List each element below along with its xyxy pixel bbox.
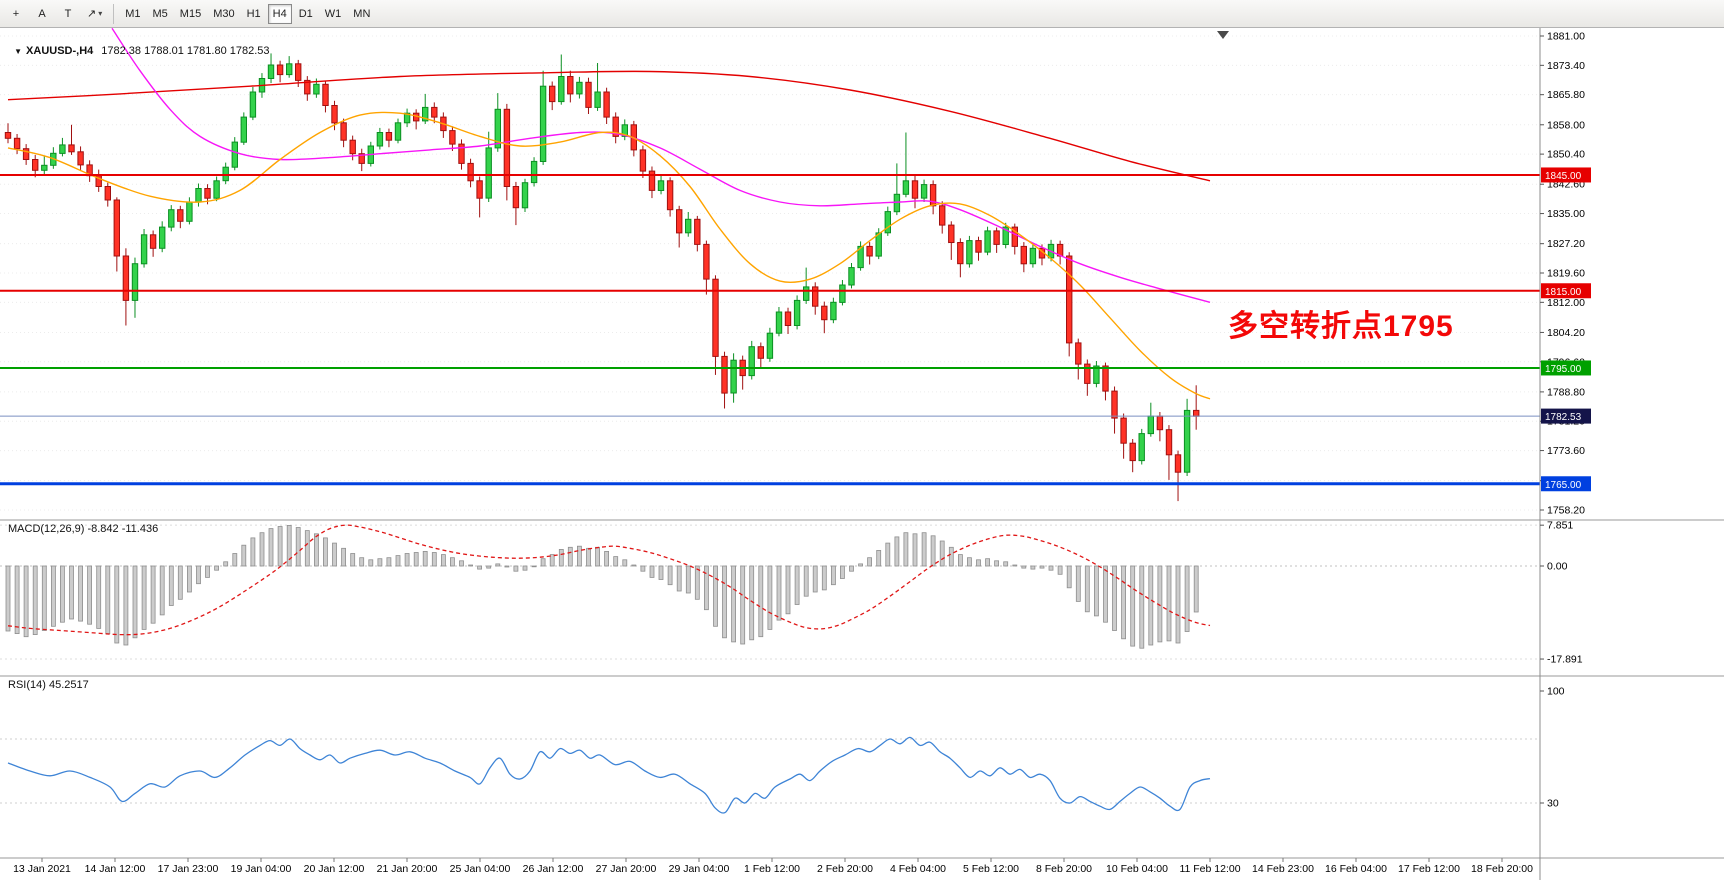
price-tick-label: 1812.00 bbox=[1547, 297, 1585, 309]
price-level-value-label: 1845.00 bbox=[1545, 171, 1582, 182]
timeframe-button-m1[interactable]: M1 bbox=[125, 7, 141, 20]
macd-histogram bbox=[5, 525, 1199, 649]
price-axis: 1881.001873.401865.801858.001850.401842.… bbox=[1540, 31, 1591, 517]
time-tick-label: 8 Feb 20:00 bbox=[1036, 863, 1092, 875]
time-tick-label: 13 Jan 2021 bbox=[13, 863, 71, 875]
rsi-indicator-label: RSI(14) 45.2517 bbox=[8, 679, 89, 691]
ohlc-values: 1782.38 1788.01 1781.80 1782.53 bbox=[101, 45, 270, 57]
ma-fast-orange bbox=[7, 111, 1211, 400]
price-level-value-label: 1795.00 bbox=[1545, 364, 1582, 375]
time-tick-label: 2 Feb 20:00 bbox=[817, 863, 873, 875]
time-tick-label: 1 Feb 12:00 bbox=[744, 863, 800, 875]
macd-signal-line bbox=[7, 524, 1211, 636]
rsi-tick-label: 30 bbox=[1547, 798, 1559, 810]
time-tick-label: 5 Feb 12:00 bbox=[963, 863, 1019, 875]
macd-indicator-label: MACD(12,26,9) -8.842 -11.436 bbox=[8, 523, 159, 535]
time-tick-label: 18 Feb 20:00 bbox=[1471, 863, 1533, 875]
crosshair-tool-button[interactable]: + bbox=[12, 7, 20, 20]
time-tick-label: 27 Jan 20:00 bbox=[596, 863, 657, 875]
symbol-dropdown-icon[interactable]: ▼ bbox=[14, 47, 23, 56]
price-tick-label: 1865.80 bbox=[1547, 89, 1585, 101]
time-tick-label: 16 Feb 04:00 bbox=[1325, 863, 1387, 875]
annotation-text: 多空转折点1795 bbox=[1228, 310, 1454, 343]
label-tool-button[interactable]: T bbox=[64, 7, 72, 20]
price-level-value-label: 1815.00 bbox=[1545, 287, 1582, 298]
price-level-value-label: 1765.00 bbox=[1545, 480, 1582, 491]
time-tick-label: 26 Jan 12:00 bbox=[523, 863, 584, 875]
price-tick-label: 1881.00 bbox=[1547, 31, 1585, 43]
timeframe-button-m5[interactable]: M5 bbox=[152, 7, 168, 20]
time-tick-label: 25 Jan 04:00 bbox=[450, 863, 511, 875]
rsi-tick-label: 100 bbox=[1547, 686, 1565, 698]
arrow-tool-button[interactable]: ↗ ▾ bbox=[87, 8, 103, 20]
price-gridlines bbox=[0, 35, 1540, 511]
time-tick-label: 17 Jan 23:00 bbox=[158, 863, 219, 875]
time-tick-label: 29 Jan 04:00 bbox=[669, 863, 730, 875]
time-tick-label: 11 Feb 12:00 bbox=[1179, 863, 1240, 875]
price-tick-label: 1758.20 bbox=[1547, 505, 1585, 517]
symbol-label: XAUUSD-,H4 bbox=[26, 45, 94, 57]
timeframe-button-m30[interactable]: M30 bbox=[213, 7, 235, 20]
macd-tick-label: 0.00 bbox=[1547, 561, 1568, 573]
time-tick-label: 4 Feb 04:00 bbox=[890, 863, 946, 875]
macd-tick-label: 7.851 bbox=[1547, 520, 1573, 532]
text-tool-button[interactable]: A bbox=[38, 7, 46, 20]
price-tick-label: 1819.60 bbox=[1547, 268, 1585, 280]
ma-slow-red bbox=[7, 70, 1211, 182]
rsi-line bbox=[7, 736, 1211, 814]
timeframe-button-h4[interactable]: H4 bbox=[267, 3, 292, 24]
timeframe-button-m15[interactable]: M15 bbox=[179, 7, 202, 20]
timeframe-button-mn[interactable]: MN bbox=[353, 7, 371, 20]
time-axis: 13 Jan 2021 14 Jan 12:00 17 Jan 23:00 19 Ja… bbox=[13, 858, 1533, 875]
time-tick-label: 21 Jan 20:00 bbox=[377, 863, 438, 875]
time-tick-label: 10 Feb 04:00 bbox=[1106, 863, 1168, 875]
time-tick-label: 20 Jan 12:00 bbox=[304, 863, 365, 875]
price-tick-label: 1773.60 bbox=[1547, 445, 1585, 457]
price-tick-label: 1827.20 bbox=[1547, 238, 1585, 250]
candles bbox=[4, 53, 1200, 502]
dropdown-caret-icon: ▾ bbox=[98, 9, 103, 18]
time-tick-label: 19 Jan 04:00 bbox=[231, 863, 292, 875]
price-tick-label: 1873.40 bbox=[1547, 60, 1585, 72]
timeframe-button-d1[interactable]: D1 bbox=[298, 7, 313, 20]
price-level-value-label: 1782.53 bbox=[1545, 412, 1582, 423]
time-tick-label: 14 Feb 23:00 bbox=[1252, 863, 1314, 875]
rsi-panel: 100 30 bbox=[0, 686, 1565, 814]
ma-medium-magenta bbox=[111, 27, 1211, 303]
toolbar-separator bbox=[113, 3, 115, 24]
price-tick-label: 1858.00 bbox=[1547, 119, 1585, 131]
symbol-ohlc-line: ▼ XAUUSD-,H4 1782.38 1788.01 1781.80 1782.… bbox=[8, 33, 270, 57]
price-tick-label: 1835.00 bbox=[1547, 208, 1585, 220]
price-tick-label: 1850.40 bbox=[1547, 149, 1585, 161]
price-tick-label: 1788.80 bbox=[1547, 386, 1585, 398]
timeframe-button-w1[interactable]: W1 bbox=[324, 7, 342, 20]
timeframe-button-h1[interactable]: H1 bbox=[246, 7, 261, 20]
chart-shift-marker-icon[interactable] bbox=[1217, 31, 1229, 39]
macd-panel: 7.851 0.00 -17.891 bbox=[0, 520, 1583, 666]
time-tick-label: 14 Jan 12:00 bbox=[85, 863, 146, 875]
macd-tick-label: -17.891 bbox=[1547, 654, 1583, 666]
time-tick-label: 17 Feb 12:00 bbox=[1398, 863, 1460, 875]
price-tick-label: 1804.20 bbox=[1547, 327, 1585, 339]
toolbar: + A T ↗ ▾ M1 M5 M15 M30 H1 H4 D1 W1 MN bbox=[0, 0, 1724, 28]
